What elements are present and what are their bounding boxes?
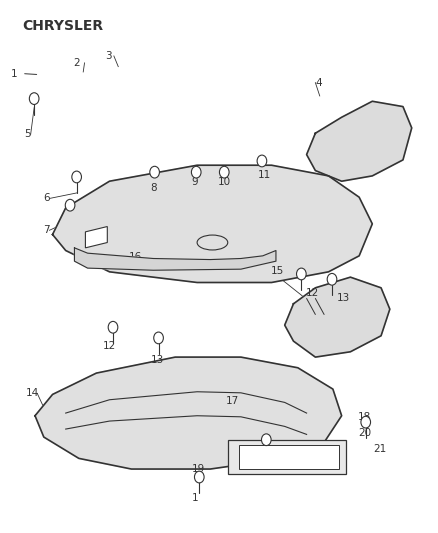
Text: 4: 4 [315, 78, 322, 87]
Text: 9: 9 [191, 177, 198, 187]
Polygon shape [307, 101, 412, 181]
Text: 17: 17 [226, 396, 239, 406]
Circle shape [72, 171, 81, 183]
Text: CHRYSLER: CHRYSLER [22, 19, 103, 33]
Circle shape [108, 321, 118, 333]
Text: 1: 1 [11, 69, 18, 78]
Text: 19: 19 [192, 464, 205, 474]
Text: 14: 14 [25, 389, 39, 398]
Polygon shape [239, 445, 339, 469]
Text: 2: 2 [74, 58, 80, 68]
Text: 1: 1 [192, 494, 198, 503]
Circle shape [29, 93, 39, 104]
Circle shape [191, 166, 201, 178]
Text: 15: 15 [271, 266, 284, 276]
Circle shape [65, 199, 75, 211]
Text: 5: 5 [24, 130, 31, 139]
Text: 8: 8 [150, 183, 156, 192]
Circle shape [261, 434, 271, 446]
Polygon shape [228, 440, 346, 474]
Text: 12: 12 [103, 342, 116, 351]
Text: 18: 18 [358, 412, 371, 422]
Text: 12: 12 [306, 288, 319, 298]
Text: 16: 16 [129, 252, 142, 262]
Circle shape [361, 416, 371, 428]
Text: 10: 10 [218, 177, 231, 187]
Polygon shape [285, 277, 390, 357]
Text: 6: 6 [43, 193, 49, 203]
Circle shape [150, 166, 159, 178]
Circle shape [257, 155, 267, 167]
Text: 13: 13 [151, 355, 164, 365]
Circle shape [219, 166, 229, 178]
Polygon shape [74, 248, 276, 270]
Text: 11: 11 [258, 170, 271, 180]
Circle shape [194, 471, 204, 483]
Polygon shape [53, 165, 372, 282]
Circle shape [297, 268, 306, 280]
Text: 3: 3 [105, 51, 112, 61]
Polygon shape [35, 357, 342, 469]
Circle shape [154, 332, 163, 344]
Text: 13: 13 [336, 294, 350, 303]
Text: 7: 7 [43, 225, 49, 235]
Text: 21: 21 [373, 444, 386, 454]
Polygon shape [85, 227, 107, 248]
Text: 20: 20 [358, 428, 371, 438]
Circle shape [327, 273, 337, 285]
